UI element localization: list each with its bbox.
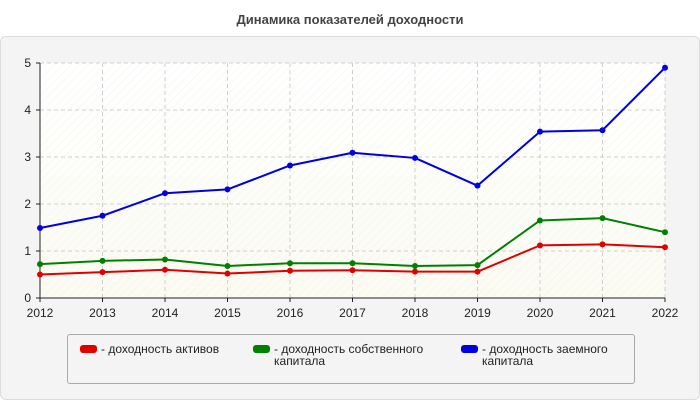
data-point-series-2 <box>412 263 418 270</box>
data-point-series-2 <box>599 215 606 222</box>
legend-swatch <box>461 345 478 353</box>
data-point-series-3 <box>349 149 356 156</box>
data-point-series-1 <box>224 270 231 277</box>
x-tick-label: 2013 <box>89 306 116 320</box>
x-tick-label: 2016 <box>277 306 304 320</box>
legend: - доходность активов - доходность собстве… <box>67 334 635 384</box>
data-point-series-2 <box>162 256 168 263</box>
data-point-series-2 <box>224 263 231 270</box>
y-tick-label: 5 <box>24 56 31 70</box>
data-point-series-2 <box>662 229 668 236</box>
data-point-series-3 <box>412 154 418 161</box>
legend-item-1: - доходность активов <box>80 343 261 355</box>
data-point-series-1 <box>162 266 168 273</box>
legend-swatch <box>80 345 97 353</box>
data-point-series-2 <box>349 260 356 267</box>
data-point-series-1 <box>37 271 43 278</box>
data-point-series-3 <box>162 190 168 197</box>
y-tick-label: 1 <box>24 244 31 258</box>
data-point-series-3 <box>287 162 293 169</box>
x-tick-label: 2018 <box>402 306 429 320</box>
data-point-series-3 <box>599 127 606 134</box>
data-point-series-1 <box>412 268 418 275</box>
data-point-series-1 <box>474 268 481 275</box>
data-point-series-3 <box>99 212 106 219</box>
data-point-series-2 <box>99 257 106 264</box>
data-point-series-3 <box>224 186 231 193</box>
data-point-series-1 <box>537 242 543 249</box>
data-point-series-1 <box>287 267 293 274</box>
x-tick-label: 2012 <box>27 306 54 320</box>
data-point-series-3 <box>37 224 43 231</box>
data-point-series-1 <box>662 244 668 251</box>
x-tick-label: 2019 <box>464 306 491 320</box>
legend-label: - доходность собственного капитала <box>274 342 424 368</box>
plot-hatching <box>40 63 665 298</box>
y-tick-label: 3 <box>24 150 31 164</box>
data-point-series-3 <box>662 64 668 71</box>
legend-item-2: - доходность собственного капитала <box>253 343 434 367</box>
data-point-series-2 <box>37 261 43 268</box>
x-tick-label: 2020 <box>527 306 554 320</box>
chart-title: Динамика показателей доходности <box>236 12 464 27</box>
legend-label: - доходность активов <box>101 342 220 356</box>
data-point-series-1 <box>599 241 606 248</box>
legend-swatch <box>253 345 270 353</box>
y-tick-label: 4 <box>24 103 31 117</box>
x-tick-label: 2014 <box>152 306 179 320</box>
x-tick-label: 2015 <box>214 306 241 320</box>
data-point-series-2 <box>537 217 543 224</box>
x-tick-label: 2017 <box>339 306 366 320</box>
data-point-series-1 <box>99 269 106 276</box>
x-tick-label: 2021 <box>589 306 616 320</box>
data-point-series-1 <box>349 267 356 274</box>
data-point-series-2 <box>474 262 481 269</box>
y-tick-label: 2 <box>24 197 31 211</box>
legend-label: - доходность заемного капитала <box>482 342 608 368</box>
data-point-series-2 <box>287 260 293 267</box>
data-point-series-3 <box>474 182 481 189</box>
legend-item-3: - доходность заемного капитала <box>461 343 642 367</box>
data-point-series-3 <box>537 128 543 135</box>
y-tick-label: 0 <box>24 291 31 305</box>
x-tick-label: 2022 <box>652 306 679 320</box>
